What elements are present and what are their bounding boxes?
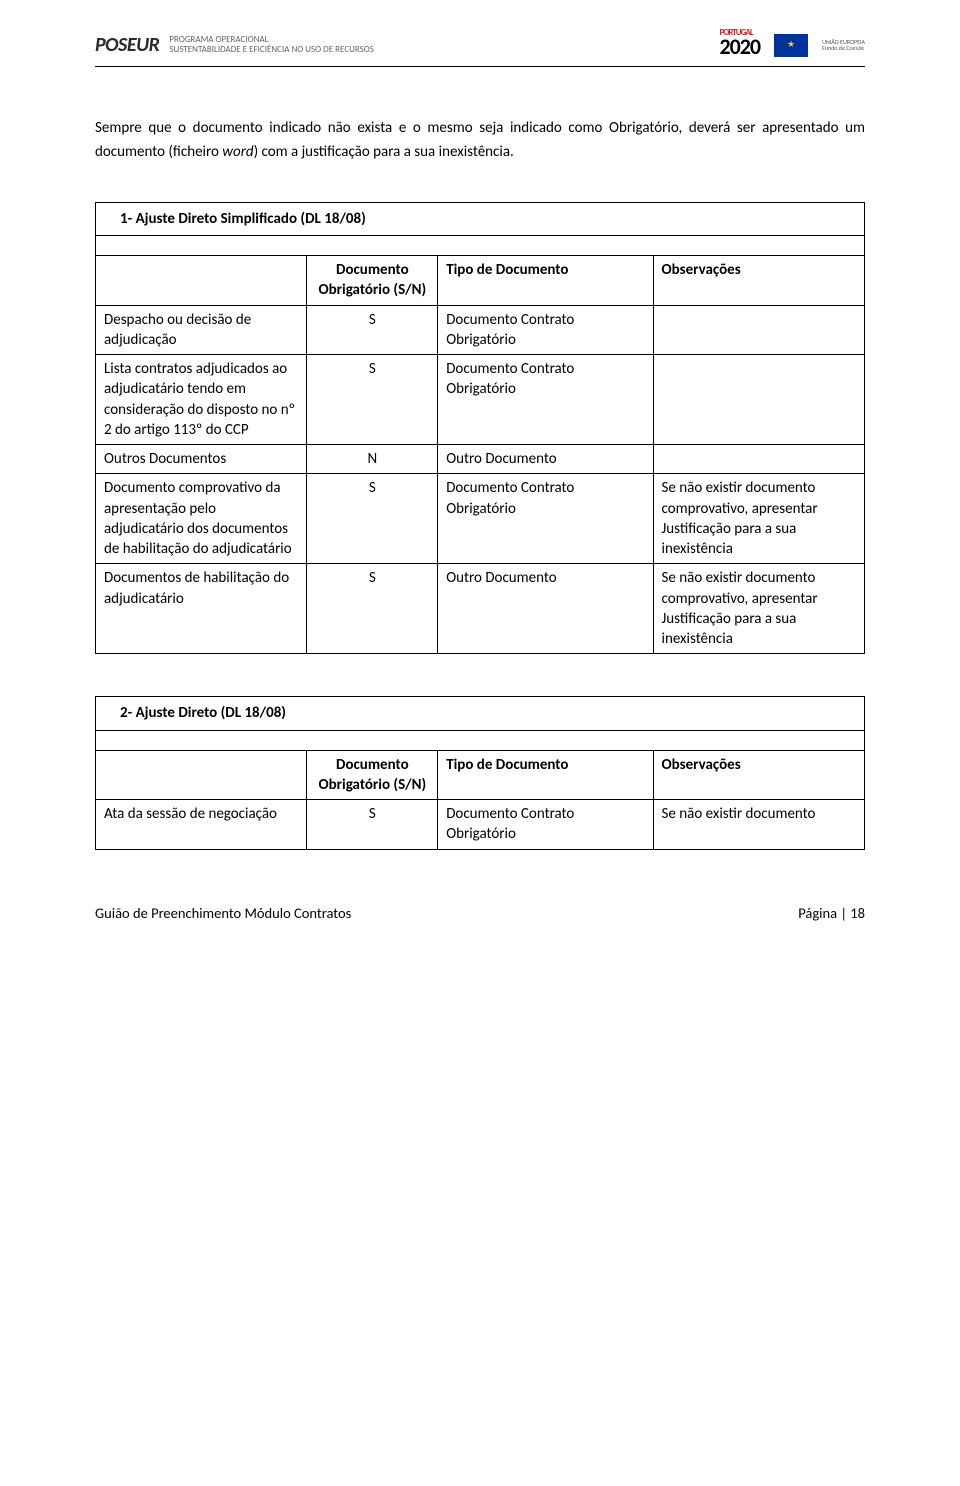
table1-blank-cell [96, 236, 865, 256]
poseur-logo: POSEUR [95, 33, 159, 57]
eu-line2: Fundo de Coesão [822, 45, 865, 51]
t1r4c3: Outro Documento [438, 564, 653, 654]
eu-text: UNIÃO EUROPEIA Fundo de Coesão [822, 39, 865, 51]
table1-head-c2: Documento Obrigatório (S/N) [307, 256, 438, 306]
table-ajuste-direto-simplificado: 1- Ajuste Direto Simplificado (DL 18/08)… [95, 202, 865, 655]
header-right-group: PORTUGAL 2020 UNIÃO EUROPEIA Fundo de Co… [719, 30, 865, 60]
table2-title: 2- Ajuste Direto (DL 18/08) [96, 697, 865, 730]
t2r0c1: Ata da sessão de negociação [96, 800, 307, 850]
t1r1c1: Lista contratos adjudicados ao adjudicat… [96, 355, 307, 445]
page-footer: Guião de Preenchimento Módulo Contratos … [95, 904, 865, 922]
table2-head-c3: Tipo de Documento [438, 750, 653, 800]
intro-text-b: ) com a justificação para a sua inexistê… [254, 143, 514, 161]
table2-head-c4: Observações [653, 750, 865, 800]
t1r2c4 [653, 445, 865, 474]
eu-flag-icon [774, 34, 808, 57]
t2r0c2: S [307, 800, 438, 850]
t1r1c3: Documento Contrato Obrigatório [438, 355, 653, 445]
page-header: POSEUR PROGRAMA OPERACIONAL SUSTENTABILI… [95, 30, 865, 67]
strapline-2: SUSTENTABILIDADE E EFICIÊNCIA NO USO DE … [169, 45, 373, 55]
t1r3c1: Documento comprovativo da apresentação p… [96, 474, 307, 564]
t1r2c3: Outro Documento [438, 445, 653, 474]
table1-title: 1- Ajuste Direto Simplificado (DL 18/08) [96, 202, 865, 235]
table2-blank-row [96, 730, 865, 750]
t1r0c2: S [307, 305, 438, 355]
table2-head-row: Documento Obrigatório (S/N) Tipo de Docu… [96, 750, 865, 800]
t1r3c3: Documento Contrato Obrigatório [438, 474, 653, 564]
t2r0c4: Se não existir documento [653, 800, 865, 850]
table-row: Ata da sessão de negociação S Documento … [96, 800, 865, 850]
intro-text-italic: word [222, 143, 253, 161]
table-row: Lista contratos adjudicados ao adjudicat… [96, 355, 865, 445]
t1r4c4: Se não existir documento comprovativo, a… [653, 564, 865, 654]
table-row: Documentos de habilitação do adjudicatár… [96, 564, 865, 654]
footer-left: Guião de Preenchimento Módulo Contratos [95, 904, 351, 922]
table2-head-c1 [96, 750, 307, 800]
table1-head-c3: Tipo de Documento [438, 256, 653, 306]
t1r2c2: N [307, 445, 438, 474]
t1r3c2: S [307, 474, 438, 564]
table2-title-row: 2- Ajuste Direto (DL 18/08) [96, 697, 865, 730]
table-row: Despacho ou decisão de adjudicação S Doc… [96, 305, 865, 355]
table-row: Documento comprovativo da apresentação p… [96, 474, 865, 564]
table1-blank-row [96, 236, 865, 256]
t1r0c4 [653, 305, 865, 355]
poseur-strapline: PROGRAMA OPERACIONAL SUSTENTABILIDADE E … [169, 35, 373, 55]
table2-head-c2: Documento Obrigatório (S/N) [307, 750, 438, 800]
t1r2c1: Outros Documentos [96, 445, 307, 474]
t1r4c2: S [307, 564, 438, 654]
table2-blank-cell [96, 730, 865, 750]
t1r0c3: Documento Contrato Obrigatório [438, 305, 653, 355]
header-left-group: POSEUR PROGRAMA OPERACIONAL SUSTENTABILI… [95, 33, 374, 57]
t1r0c1: Despacho ou decisão de adjudicação [96, 305, 307, 355]
t1r1c2: S [307, 355, 438, 445]
table-ajuste-direto: 2- Ajuste Direto (DL 18/08) Documento Ob… [95, 696, 865, 849]
pt2020-big: 2020 [719, 33, 760, 60]
portugal-2020-logo: PORTUGAL 2020 [719, 30, 760, 60]
t1r1c4 [653, 355, 865, 445]
table1-head-c1 [96, 256, 307, 306]
table1-head-row: Documento Obrigatório (S/N) Tipo de Docu… [96, 256, 865, 306]
table-row: Outros Documentos N Outro Documento [96, 445, 865, 474]
table1-title-row: 1- Ajuste Direto Simplificado (DL 18/08) [96, 202, 865, 235]
t1r3c4: Se não existir documento comprovativo, a… [653, 474, 865, 564]
footer-right: Página | 18 [798, 904, 865, 922]
t2r0c3: Documento Contrato Obrigatório [438, 800, 653, 850]
intro-paragraph: Sempre que o documento indicado não exis… [95, 117, 865, 164]
table1-head-c4: Observações [653, 256, 865, 306]
t1r4c1: Documentos de habilitação do adjudicatár… [96, 564, 307, 654]
